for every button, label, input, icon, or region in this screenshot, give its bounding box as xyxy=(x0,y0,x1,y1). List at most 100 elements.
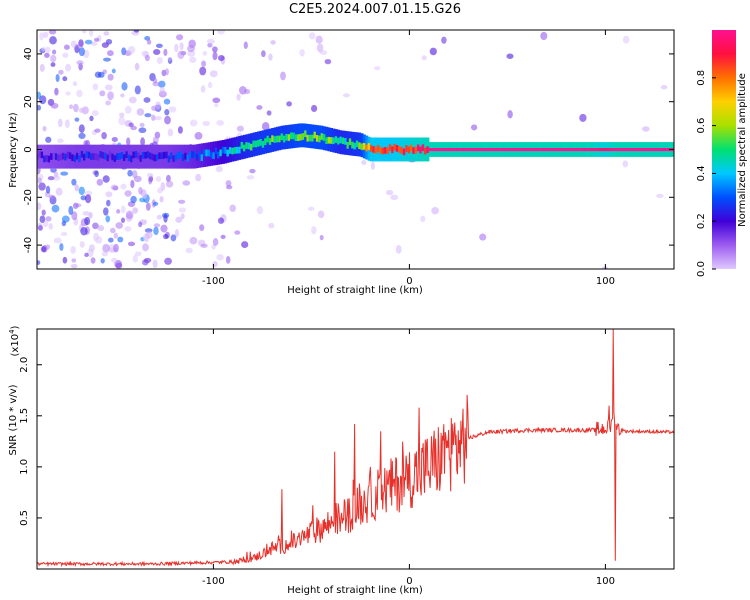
spectrogram-ridge-cell xyxy=(626,148,630,152)
spectrogram-noise-cell xyxy=(87,248,94,258)
spectrogram-ridge-cell xyxy=(384,147,388,154)
spectrogram-noise-cell xyxy=(48,223,53,230)
spectrogram-ridge-cell xyxy=(278,135,282,143)
spectrogram-noise-cell xyxy=(70,40,77,48)
spectrogram-ridge-cell xyxy=(529,148,533,152)
spectrogram-noise-cell xyxy=(660,85,668,90)
spectrogram-ridge-cell xyxy=(616,148,620,152)
x-tick-label: 0 xyxy=(406,576,412,587)
spectrogram-ridge-cell xyxy=(424,147,428,155)
spectrogram-noise-cell xyxy=(174,228,180,238)
spectrogram-ridge-cell xyxy=(163,151,166,159)
spectrogram-ridge-cell xyxy=(534,148,538,152)
spectrogram-ridge-cell xyxy=(92,153,96,160)
snr-series xyxy=(37,329,674,568)
spectrogram-ridge-cell xyxy=(125,151,129,158)
spectrogram-noise-cell xyxy=(144,228,153,233)
spectrogram-ridge-cell xyxy=(624,148,627,152)
spectrogram-noise-cell xyxy=(121,82,128,91)
spectrogram-ridge-cell xyxy=(165,151,169,159)
spectrogram-ridge-cell xyxy=(433,148,437,152)
spectrogram-noise-cell xyxy=(42,220,49,228)
spectrogram-ridge-cell xyxy=(334,136,338,143)
spectrogram-noise-cell xyxy=(189,236,198,245)
spectrogram-noise-cell xyxy=(39,32,44,41)
spectrogram-ridge-cell xyxy=(146,151,150,159)
spectrogram-noise-cell xyxy=(180,213,185,220)
snr-frame xyxy=(36,328,675,570)
spectrogram-noise-cell xyxy=(151,114,156,121)
spectrogram-noise-cell xyxy=(470,124,478,131)
spectrogram-noise-cell xyxy=(78,107,84,113)
spectrogram-ridge-cell xyxy=(320,133,324,140)
spectrogram-ridge-cell xyxy=(170,152,174,160)
spectrogram-ridge-cell xyxy=(156,154,159,161)
spectrogram-ridge-cell xyxy=(193,151,197,159)
spectrogram-noise-cell xyxy=(159,196,164,203)
spectrogram-ridge-cell xyxy=(337,137,341,145)
spectrogram-ridge-cell xyxy=(454,148,458,152)
spectrogram-noise-cell xyxy=(100,258,105,264)
spectrogram-ridge-cell xyxy=(330,137,333,144)
spectrogram-noise-cell xyxy=(256,105,263,110)
spectrogram-noise-cell xyxy=(163,233,169,240)
spectrogram-ridge-cell xyxy=(87,151,91,159)
spectrogram-ridge-cell xyxy=(66,151,70,159)
spectrogram-ridge-cell xyxy=(412,147,416,154)
spectrogram-ridge-cell xyxy=(325,137,329,144)
spectrogram-ridge-cell xyxy=(191,151,195,158)
spectrogram-noise-cell xyxy=(164,68,169,76)
x-tick-label: 0 xyxy=(406,276,412,287)
spectrogram-noise-cell xyxy=(102,175,110,183)
spectrogram-noise-cell xyxy=(88,30,94,37)
spectrogram-ridge-cell xyxy=(666,148,670,152)
spectrogram-ridge-cell xyxy=(471,148,475,152)
spectrogram-noise-cell xyxy=(110,184,119,191)
colorbar-bar xyxy=(712,30,736,269)
spectrogram-ridge-cell xyxy=(614,148,618,152)
spectrogram-noise-cell xyxy=(120,93,125,98)
spectrogram-noise-cell xyxy=(106,50,114,57)
spectrogram-ridge-cell xyxy=(414,146,418,154)
spectrogram-ridge-cell xyxy=(186,154,190,162)
spectrogram-noise-cell xyxy=(153,226,159,236)
spectrogram-ridge-cell xyxy=(360,143,364,151)
spectrogram-ridge-cell xyxy=(259,139,263,146)
spectrogram-ridge-cell xyxy=(83,153,86,161)
spectrogram-noise-cell xyxy=(120,205,126,214)
spectrogram-ridge-cell xyxy=(315,135,319,142)
spectrogram-noise-cell xyxy=(89,115,94,122)
spectrogram-noise-cell xyxy=(104,84,113,91)
spectrogram-noise-cell xyxy=(299,49,305,57)
spectrogram-ridge-cell xyxy=(167,155,171,163)
spectrogram-noise-cell xyxy=(115,262,123,269)
spectrogram-noise-cell xyxy=(164,109,170,116)
spectrogram-noise-cell xyxy=(91,110,99,116)
spectrogram-noise-cell xyxy=(69,104,74,110)
spectrogram-noise-cell xyxy=(61,220,67,227)
spectrogram-noise-cell xyxy=(324,58,332,65)
spectrogram-ridge-cell xyxy=(101,152,105,159)
spectrogram-noise-cell xyxy=(202,120,211,127)
spectrogram-ridge-cell xyxy=(518,148,522,152)
x-tick-label: 100 xyxy=(596,276,615,287)
spectrogram-ridge-cell xyxy=(137,152,141,160)
spectrogram-noise-cell xyxy=(76,60,84,66)
spectrogram-noise-cell xyxy=(74,184,80,192)
spectrogram-noise-cell xyxy=(83,140,88,147)
spectrogram-ridge-cell xyxy=(398,146,402,153)
spectrogram-noise-cell xyxy=(157,187,163,194)
spectrogram-ridge-cell xyxy=(130,155,134,163)
spectrogram-noise-cell xyxy=(109,227,116,234)
spectrogram-noise-cell xyxy=(78,186,85,196)
spectrogram-ridge-cell xyxy=(438,148,442,152)
spectrogram-noise-cell xyxy=(316,43,324,53)
spectrogram-noise-cell xyxy=(138,221,143,228)
spectrogram-noise-cell xyxy=(189,119,198,127)
spectrogram-ridge-cell xyxy=(111,153,115,161)
spectrogram-ridge-cell xyxy=(541,148,545,152)
spectrogram-ridge-cell xyxy=(318,135,322,143)
spectrogram-noise-cell xyxy=(185,247,193,254)
spectrogram-ridge-cell xyxy=(71,154,75,161)
